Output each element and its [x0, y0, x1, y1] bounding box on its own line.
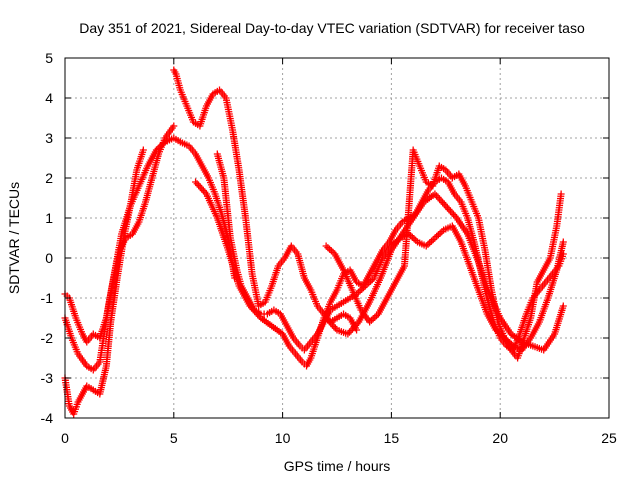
data-point	[446, 207, 454, 215]
data-point	[437, 197, 445, 205]
y-tick-label: 0	[45, 250, 53, 266]
series-track-2	[61, 146, 147, 418]
data-point	[192, 178, 200, 186]
data-point	[559, 250, 567, 258]
y-tick-label: 4	[45, 90, 53, 106]
series-track-5	[213, 150, 567, 354]
data-point	[326, 245, 334, 253]
data-point	[198, 185, 206, 193]
grid-lines	[65, 58, 609, 418]
x-tick-label: 10	[275, 430, 291, 446]
data-point	[195, 181, 203, 189]
y-tick-label: -1	[41, 290, 54, 306]
y-axis-label: SDTVAR / TECUs	[6, 182, 22, 294]
y-tick-label: -4	[41, 410, 54, 426]
y-tick-label: 2	[45, 170, 53, 186]
data-point	[139, 146, 147, 154]
data-point	[434, 231, 442, 239]
data-point	[436, 195, 444, 203]
data-point	[427, 237, 435, 245]
data-point	[327, 247, 335, 255]
axis-ticks: 0 5 10 15 20 25 -4 -3 -2 -1 0 1 2 3 4 5	[41, 50, 617, 446]
data-point	[424, 240, 432, 248]
data-point	[443, 204, 451, 212]
x-tick-label: 15	[384, 430, 400, 446]
data-point	[559, 302, 567, 310]
x-axis-label: GPS time / hours	[284, 458, 391, 474]
chart-title: Day 351 of 2021, Sidereal Day-to-day VTE…	[79, 20, 585, 36]
series-track-3	[61, 122, 178, 346]
y-tick-label: -3	[41, 370, 54, 386]
data-point	[322, 242, 330, 250]
series-track-8	[322, 190, 567, 354]
data-point	[436, 229, 444, 237]
x-tick-label: 0	[61, 430, 69, 446]
data-point	[448, 209, 456, 217]
data-point	[371, 313, 379, 321]
data-point	[170, 122, 178, 130]
plot-frame	[64, 57, 610, 419]
data-point	[324, 244, 332, 252]
data-point	[442, 202, 450, 210]
data-point	[450, 211, 458, 219]
data-point	[345, 328, 353, 336]
x-tick-label: 20	[492, 430, 508, 446]
data-point	[193, 180, 201, 188]
data-point	[199, 187, 207, 195]
data-point	[557, 190, 565, 198]
data-point	[440, 200, 448, 208]
data-point	[330, 323, 338, 331]
x-tick-label: 5	[170, 430, 178, 446]
data-point	[445, 205, 453, 213]
data-point	[196, 183, 204, 191]
series-track-6	[192, 174, 567, 370]
data-point	[439, 199, 447, 207]
data-point	[432, 192, 440, 200]
data-point	[431, 234, 439, 242]
data-point	[369, 315, 377, 323]
data-point	[410, 235, 418, 243]
series-track-7	[322, 146, 565, 362]
x-tick-label: 25	[601, 430, 617, 446]
y-tick-label: -2	[41, 330, 54, 346]
y-tick-label: 1	[45, 210, 53, 226]
y-tick-label: 5	[45, 50, 53, 66]
data-point	[559, 238, 567, 246]
data-marks	[61, 66, 567, 418]
y-tick-label: 3	[45, 130, 53, 146]
data-point	[433, 232, 441, 240]
data-point	[429, 236, 437, 244]
